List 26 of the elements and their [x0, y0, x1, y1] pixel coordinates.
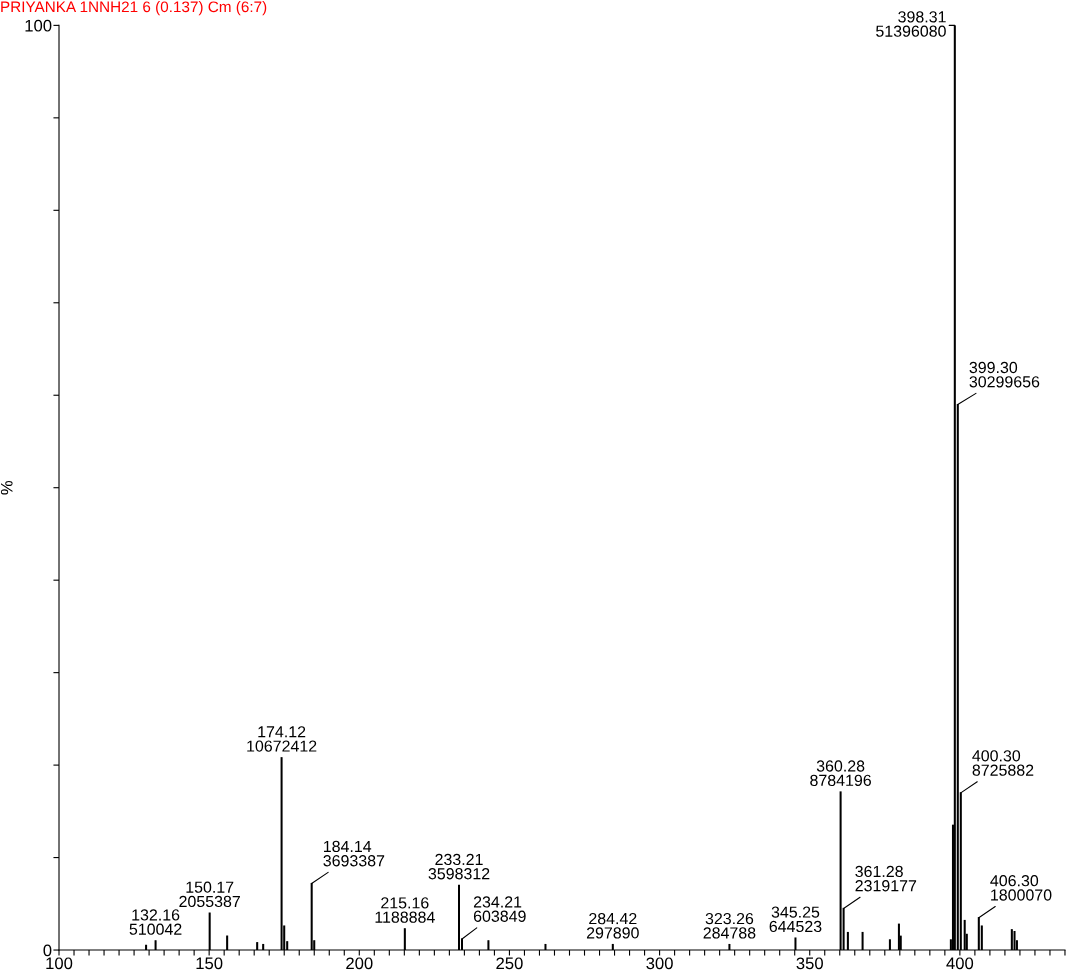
annotation: 360.28 8784196	[810, 760, 871, 786]
annotation: 132.16 510042	[129, 909, 182, 935]
y-axis-title: %	[0, 480, 13, 495]
annotation: 398.31 51396080	[876, 11, 946, 37]
annotation: 400.30 8725882	[972, 750, 1034, 776]
chart-title: PRIYANKA 1NNH21 6 (0.137) Cm (6:7)	[1, 0, 267, 16]
annotation: 323.26 284788	[703, 912, 756, 939]
annotation: 150.17 2055387	[179, 881, 240, 908]
annotation: 174.12 10672412	[247, 726, 317, 752]
annotation: 361.28 2319177	[855, 865, 917, 892]
annotation: 184.14 3693387	[323, 840, 385, 867]
x-tick-label: 400	[946, 957, 974, 970]
annotation: 215.16 1188884	[375, 897, 435, 923]
x-tick-label: 150	[196, 957, 223, 970]
annotation: 234.21 603849	[473, 896, 526, 922]
annotation: 284.42 297890	[586, 912, 639, 939]
x-tick-label: 200	[346, 957, 373, 970]
x-tick-label: 100	[46, 957, 73, 970]
annotation: 233.21 3598312	[428, 853, 490, 880]
annotation: 345.25 644523	[769, 906, 822, 933]
y-tick-label: 0	[43, 944, 52, 957]
annotation: 406.30 1800070	[990, 875, 1052, 901]
x-tick-label: 350	[796, 957, 823, 970]
annotation: 399.30 30299656	[969, 361, 1040, 388]
x-tick-label: 300	[646, 957, 673, 970]
x-tick-label: 250	[496, 957, 523, 970]
